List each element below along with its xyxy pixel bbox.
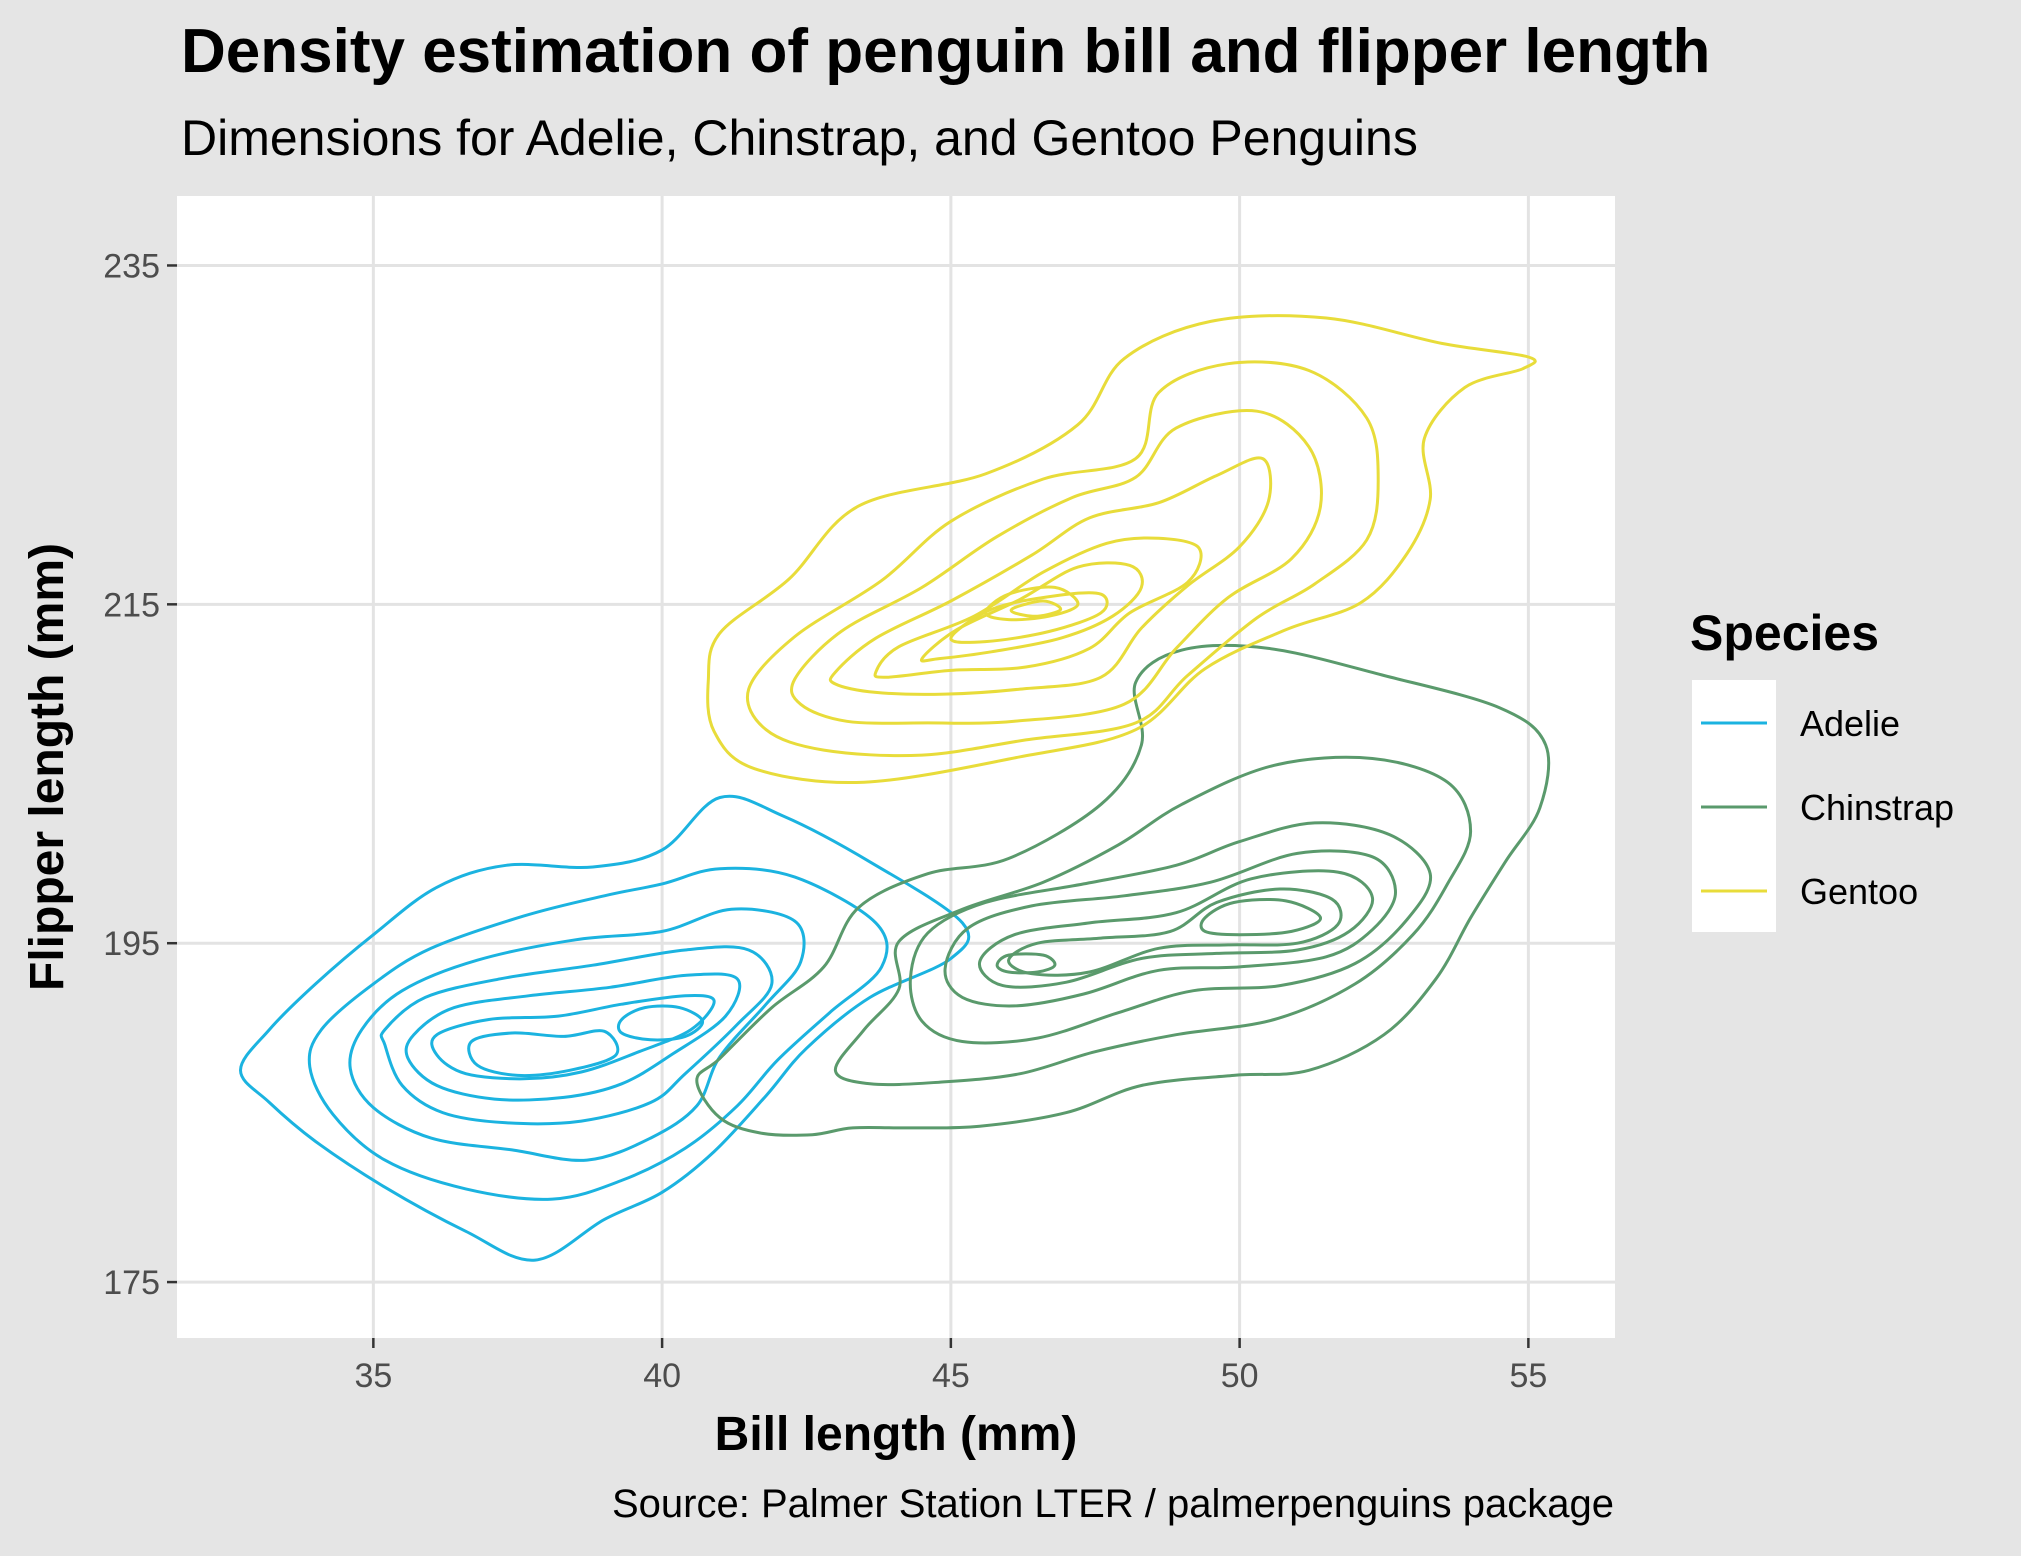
contour-line <box>995 952 1057 975</box>
x-axis-title: Bill length (mm) <box>715 1408 1078 1461</box>
contour-line <box>379 945 774 1126</box>
legend-entries: Adelie Chinstrap Gentoo <box>1701 703 1954 912</box>
legend-title: Species <box>1690 605 1879 661</box>
y-axis-title: Flipper length (mm) <box>21 543 74 991</box>
contour-line <box>908 821 1433 1045</box>
y-tick-label: 215 <box>103 586 160 624</box>
contour-line <box>430 993 716 1081</box>
contour-line <box>978 869 1374 989</box>
x-tick-label: 55 <box>1509 1357 1547 1395</box>
y-tick-label: 235 <box>103 247 160 285</box>
x-tick-label: 50 <box>1221 1357 1259 1395</box>
legend-label: Chinstrap <box>1800 787 1954 828</box>
contour-line <box>404 972 742 1102</box>
contour-line <box>348 907 806 1162</box>
contour-line <box>616 1004 705 1042</box>
contour-line <box>790 409 1323 725</box>
contour-layer <box>239 314 1551 1262</box>
chart-caption: Source: Palmer Station LTER / palmerpeng… <box>612 1482 1614 1526</box>
legend-label: Adelie <box>1800 703 1900 744</box>
chart-title: Density estimation of penguin bill and f… <box>181 17 1710 86</box>
contour-line <box>949 591 1109 644</box>
series-chinstrap <box>695 644 1551 1137</box>
contour-line <box>706 314 1537 785</box>
legend: Species Adelie Chinstrap Gentoo <box>1690 605 1954 932</box>
plot-panel <box>177 196 1615 1338</box>
grid-lines <box>177 196 1615 1338</box>
chart-subtitle: Dimensions for Adelie, Chinstrap, and Ge… <box>181 110 1418 166</box>
contour-line <box>695 644 1551 1137</box>
series-gentoo <box>706 314 1537 785</box>
contour-line <box>919 561 1144 663</box>
contour-line <box>1199 898 1322 937</box>
contour-line <box>1009 599 1063 618</box>
y-tick-label: 175 <box>103 1264 160 1302</box>
contour-line <box>467 1029 620 1078</box>
contour-line <box>746 360 1380 758</box>
contour-line <box>1007 887 1343 977</box>
legend-label: Gentoo <box>1800 871 1918 912</box>
x-tick-label: 35 <box>354 1357 392 1395</box>
contour-line <box>828 456 1273 696</box>
contour-line <box>239 794 971 1262</box>
contour-line <box>873 536 1203 679</box>
contour-line <box>307 866 889 1201</box>
x-tick-label: 45 <box>932 1357 970 1395</box>
contour-line <box>984 585 1080 622</box>
series-adelie <box>239 794 971 1262</box>
x-tick-label: 40 <box>643 1357 681 1395</box>
x-axis: 35 40 45 50 55 <box>354 1338 1547 1395</box>
contour-line <box>943 849 1397 1008</box>
contour-line <box>833 755 1473 1087</box>
y-tick-label: 195 <box>103 925 160 963</box>
y-axis: 175 195 215 235 <box>103 247 177 1302</box>
